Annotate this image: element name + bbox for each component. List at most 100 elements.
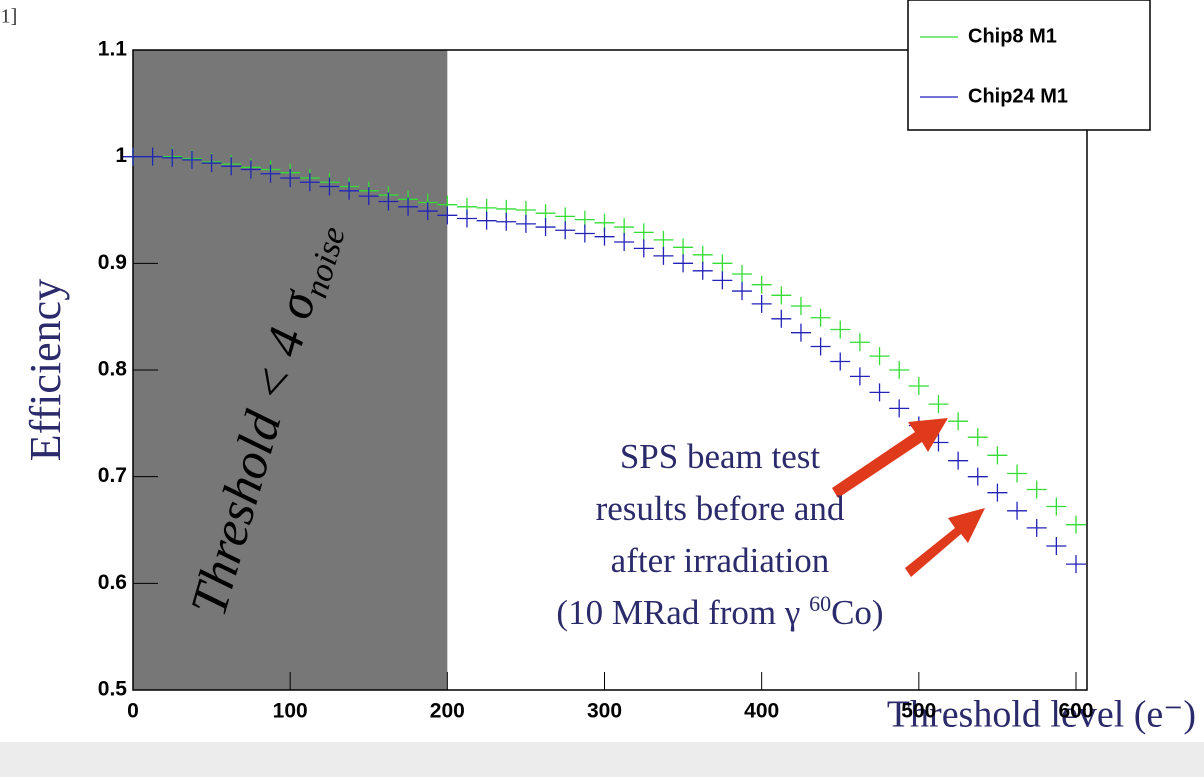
shaded-region bbox=[133, 50, 448, 690]
y-axis-label: Efficiency bbox=[21, 279, 70, 461]
data-point bbox=[339, 181, 360, 200]
data-point bbox=[181, 150, 202, 169]
data-point bbox=[437, 206, 458, 225]
x-tick-label: 400 bbox=[744, 700, 779, 723]
data-point bbox=[810, 308, 831, 327]
plot bbox=[123, 49, 1088, 691]
data-point bbox=[830, 352, 851, 371]
data-point bbox=[653, 230, 674, 249]
data-point bbox=[849, 333, 870, 352]
data-point bbox=[319, 177, 340, 196]
data-point bbox=[751, 275, 772, 294]
data-point bbox=[476, 211, 497, 230]
legend-label: Chip8 M1 bbox=[968, 25, 1057, 47]
y-tick-label: 0.9 bbox=[98, 251, 127, 274]
data-point bbox=[1046, 537, 1067, 555]
data-point bbox=[830, 320, 851, 339]
x-tick-label: 200 bbox=[430, 700, 465, 723]
data-point bbox=[240, 160, 261, 179]
arrow bbox=[832, 418, 948, 498]
data-point bbox=[790, 297, 811, 315]
legend-label: Chip24 M1 bbox=[968, 85, 1068, 107]
data-point bbox=[280, 169, 301, 187]
bottom-strip bbox=[0, 742, 1204, 777]
data-point bbox=[692, 245, 713, 264]
data-point bbox=[614, 233, 635, 251]
data-point bbox=[1007, 464, 1028, 483]
data-point bbox=[810, 337, 831, 356]
data-point bbox=[142, 147, 163, 166]
data-point bbox=[790, 323, 811, 342]
data-point bbox=[535, 218, 556, 237]
annotation-part: Co) bbox=[831, 593, 884, 632]
arrow bbox=[905, 508, 985, 577]
data-point bbox=[1066, 515, 1086, 534]
x-tick-label: 0 bbox=[127, 700, 139, 723]
data-point bbox=[889, 361, 910, 379]
data-point bbox=[633, 223, 654, 242]
data-point bbox=[849, 367, 870, 386]
data-point bbox=[633, 239, 654, 258]
x-axis-label: Threshold level (e⁻) bbox=[887, 694, 1196, 736]
data-point bbox=[456, 209, 477, 228]
data-point bbox=[417, 202, 438, 221]
data-point bbox=[221, 157, 242, 176]
data-point bbox=[967, 428, 988, 447]
data-point bbox=[673, 254, 694, 273]
annotation-line: after irradiation bbox=[611, 541, 830, 580]
data-point bbox=[398, 197, 419, 216]
legend-box bbox=[907, 0, 1151, 131]
data-point bbox=[732, 265, 753, 283]
data-point bbox=[889, 399, 910, 418]
annotation-line: results before and bbox=[596, 489, 845, 528]
y-tick-label: 0.6 bbox=[98, 571, 127, 594]
x-tick-label: 500 bbox=[901, 700, 936, 723]
y-tick-label: 0.7 bbox=[98, 464, 127, 487]
data-point bbox=[948, 412, 969, 431]
data-point bbox=[1066, 555, 1086, 574]
x-tick-label: 600 bbox=[1058, 700, 1093, 723]
data-point bbox=[123, 147, 143, 166]
y-tick-label: 0.8 bbox=[98, 358, 128, 381]
data-point bbox=[555, 221, 576, 240]
data-point bbox=[653, 246, 674, 265]
data-point bbox=[987, 446, 1008, 465]
data-point bbox=[496, 212, 517, 231]
data-point bbox=[162, 148, 183, 167]
data-point bbox=[515, 214, 536, 233]
data-point bbox=[1046, 497, 1067, 516]
data-point bbox=[574, 224, 595, 243]
data-point bbox=[908, 377, 929, 395]
y-tick-label: 1 bbox=[115, 144, 127, 167]
arrows bbox=[832, 418, 985, 577]
data-point bbox=[732, 282, 753, 301]
data-point bbox=[201, 154, 222, 173]
data-point bbox=[1026, 480, 1047, 499]
data-point bbox=[771, 286, 792, 305]
annotation-line: (10 MRad from γ 60Co) bbox=[556, 591, 883, 632]
data-point bbox=[1026, 518, 1047, 537]
data-point bbox=[358, 187, 379, 206]
data-point bbox=[299, 173, 320, 192]
annotation-sup: 60 bbox=[809, 591, 831, 616]
data-point bbox=[948, 451, 969, 470]
x-tick-label: 300 bbox=[587, 700, 622, 723]
x-tick-label: 100 bbox=[273, 700, 308, 723]
annotation-part: (10 MRad from γ bbox=[556, 593, 809, 632]
data-point bbox=[967, 467, 988, 486]
annotation-line: SPS beam test bbox=[620, 437, 821, 476]
data-point bbox=[594, 227, 615, 246]
data-point bbox=[712, 271, 733, 290]
data-point bbox=[692, 261, 713, 280]
data-point bbox=[1007, 501, 1028, 520]
data-point bbox=[771, 309, 792, 328]
data-point bbox=[987, 483, 1008, 502]
data-point bbox=[751, 294, 772, 313]
data-point bbox=[869, 383, 890, 402]
y-tick-label: 0.5 bbox=[98, 678, 128, 701]
data-point bbox=[260, 164, 281, 183]
data-point bbox=[928, 395, 949, 414]
data-point bbox=[673, 238, 694, 257]
